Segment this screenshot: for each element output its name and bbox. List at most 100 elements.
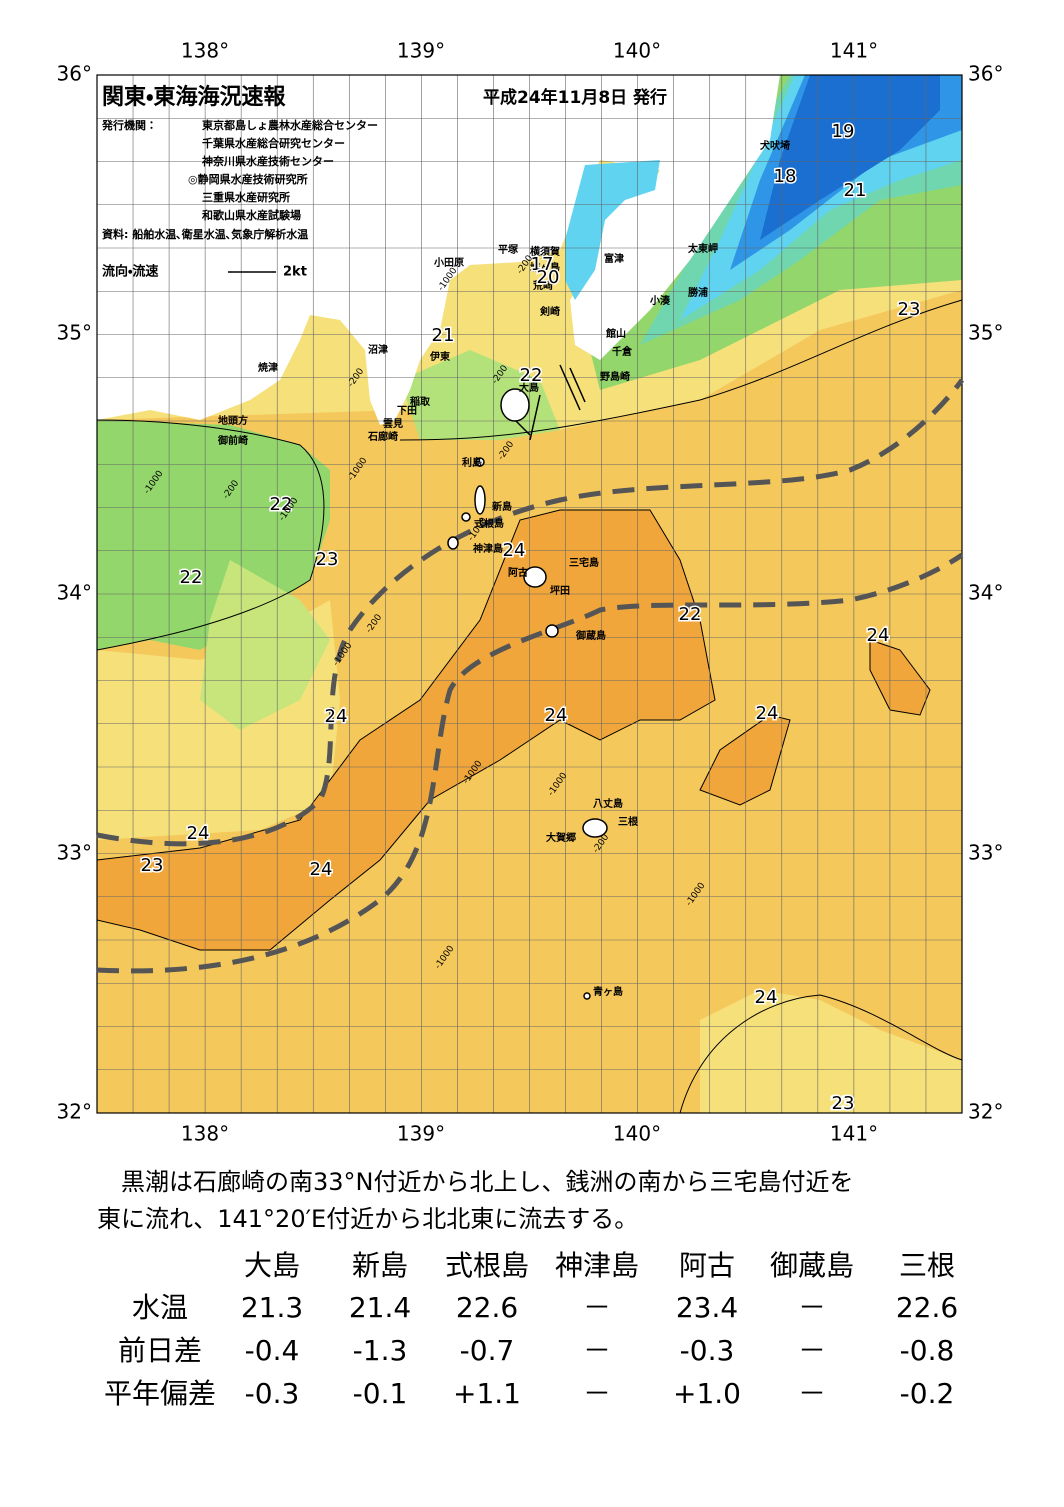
place-label: 館山	[605, 327, 626, 340]
table-header: 大島	[244, 1249, 300, 1282]
table-header: 御蔵島	[770, 1249, 854, 1282]
table-cell: -0.4	[245, 1334, 300, 1367]
isotherm-label: 23	[832, 1093, 855, 1114]
source: 資料: 船舶水温､衛星水温､気象庁解析水温	[102, 227, 308, 241]
lon-label: 141°	[830, 1122, 878, 1146]
isotherm-label: 24	[503, 540, 526, 561]
place-label: 富津	[604, 252, 624, 265]
lat-label: 35°	[968, 321, 1003, 345]
isotherm-label: 23	[316, 549, 339, 570]
lat-label: 35°	[57, 321, 92, 345]
isotherm-label: 23	[141, 855, 164, 876]
lat-label: 33°	[57, 841, 92, 865]
isotherm-label: 24	[310, 859, 333, 880]
issuer: 東京都島しょ農林水産総合センター	[202, 118, 378, 132]
lat-label: 32°	[968, 1100, 1003, 1124]
place-label: 三宅島	[569, 556, 599, 569]
isotherm-label: 18	[774, 166, 797, 187]
table-cell: －	[798, 1377, 826, 1410]
lon-label: 139°	[397, 1122, 445, 1146]
place-label: 小田原	[433, 256, 464, 269]
legend-label: 流向・流速	[102, 264, 158, 280]
table-cell: 21.4	[349, 1291, 411, 1324]
islands	[447, 388, 608, 1000]
place-label: 坪田	[550, 584, 570, 597]
issuer: ◎静岡県水産技術研究所	[188, 172, 308, 186]
isotherm-label: 24	[755, 987, 778, 1008]
table-cell: -0.7	[460, 1334, 515, 1367]
place-label: 小湊	[649, 294, 671, 307]
isotherm-label: 22	[270, 494, 293, 515]
place-label: 下田	[397, 405, 417, 417]
lat-label: 34°	[968, 581, 1003, 605]
table-cell: －	[583, 1291, 611, 1324]
place-label: 焼津	[258, 361, 278, 374]
place-label: 千倉	[612, 345, 633, 358]
place-label: 利島	[462, 456, 482, 469]
place-label: 伊東	[429, 350, 450, 363]
issuer-label: 発行機関：	[101, 118, 157, 132]
lon-label: 140°	[613, 39, 661, 63]
table-header: 新島	[352, 1249, 408, 1282]
map-title: 関東・東海海況速報	[102, 84, 286, 110]
issuer: 三重県水産研究所	[202, 190, 290, 204]
place-label: 阿古	[508, 566, 528, 579]
lat-label: 32°	[57, 1100, 92, 1124]
place-label: 剣崎	[539, 305, 560, 318]
table-cell: 21.3	[241, 1291, 303, 1324]
isotherm-label: 21	[432, 325, 455, 346]
isotherm-label: 24	[867, 625, 890, 646]
row-label: 前日差	[118, 1334, 202, 1367]
table-cell: 22.6	[456, 1291, 518, 1324]
place-label: 平塚	[498, 243, 519, 256]
row-label: 平年偏差	[104, 1377, 216, 1410]
lon-label: 140°	[613, 1122, 661, 1146]
lon-label: 141°	[830, 39, 878, 63]
lat-label: 36°	[968, 62, 1003, 86]
table-cell: -1.3	[353, 1334, 408, 1367]
table-cell: －	[583, 1377, 611, 1410]
place-label: 御前崎	[217, 434, 248, 447]
issuer: 神奈川県水産技術センター	[201, 154, 334, 168]
row-label: 水温	[132, 1291, 188, 1324]
place-label: 太東岬	[687, 242, 718, 255]
table-cell: -0.1	[353, 1377, 408, 1410]
place-label: 稲取	[410, 395, 431, 408]
table-header: 三根	[899, 1249, 955, 1282]
isotherm-label: 19	[832, 121, 855, 142]
issuer: 和歌山県水産試験場	[202, 208, 301, 222]
table-cell: +1.1	[453, 1377, 521, 1410]
isotherm-label: 24	[187, 823, 210, 844]
table-cell: -0.3	[680, 1334, 735, 1367]
isotherm-label: 23	[898, 299, 921, 320]
lon-label: 138°	[181, 1122, 229, 1146]
isotherm	[96, 299, 963, 1114]
place-label: 荒崎	[532, 279, 553, 292]
isotherm-label: 24	[325, 706, 348, 727]
table-cell: 22.6	[896, 1291, 958, 1324]
table-cell: －	[583, 1334, 611, 1367]
table-header: 阿古	[679, 1249, 735, 1282]
isotherm-label: 22	[180, 567, 203, 588]
place-label: 青ヶ島	[593, 985, 623, 998]
place-label: 沼津	[368, 343, 388, 356]
place-label: 雲見	[383, 418, 403, 430]
lat-label: 33°	[968, 841, 1003, 865]
place-label: 大島	[519, 381, 539, 394]
description: 黒潮は石廊崎の南33°N付近から北上し、銭洲の南から三宅島付近を	[97, 1168, 854, 1196]
issuer: 千葉県水産総合研究センター	[202, 136, 345, 150]
table-cell: 23.4	[676, 1291, 738, 1324]
lat-label: 36°	[57, 62, 92, 86]
map-frame	[96, 74, 963, 1114]
lon-label: 139°	[397, 39, 445, 63]
isotherm-label: 24	[545, 705, 568, 726]
place-label: 石廊崎	[367, 430, 398, 443]
place-label: 大賀郷	[546, 831, 576, 844]
place-label: 三根	[618, 815, 639, 828]
isotherm-label: 22	[679, 604, 702, 625]
isotherm-label: 20	[537, 267, 560, 288]
place-label: 式根島	[474, 517, 504, 530]
isotherm-label: 24	[756, 703, 779, 724]
grid	[97, 75, 962, 1113]
